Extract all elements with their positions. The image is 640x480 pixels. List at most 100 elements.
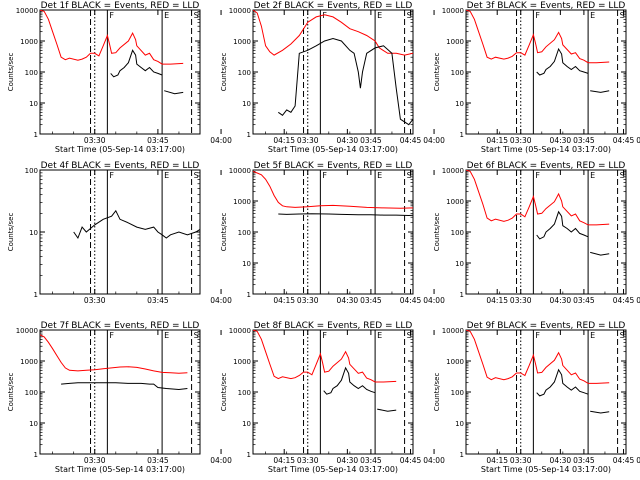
x-tick-label: 04:15 xyxy=(273,296,295,305)
y-axis-label: Counts/sec xyxy=(7,213,15,252)
x-axis-label: Start Time (05-Sep-14 03:17:00) xyxy=(481,145,611,154)
time-marker-label: E xyxy=(164,11,169,20)
y-tick-label: 10000 xyxy=(442,327,464,335)
time-marker-label: S xyxy=(194,331,199,340)
y-tick-label: 100 xyxy=(238,389,251,397)
x-tick-label: 04:15 xyxy=(486,136,508,145)
lld-series-line xyxy=(40,334,188,374)
events-series-line xyxy=(61,382,188,391)
y-tick-label: 1 xyxy=(460,131,464,139)
y-axis-label: Counts/sec xyxy=(7,373,15,412)
events-series-line xyxy=(536,47,589,76)
events-series-line xyxy=(536,368,589,397)
time-marker-label: S xyxy=(407,171,412,180)
panel-7: Det 7f BLACK = Events, RED = LLD11010010… xyxy=(7,321,422,474)
x-tick-label: 03:45 xyxy=(573,296,595,305)
time-marker-label: F xyxy=(322,171,327,180)
panel-1: Det 1f BLACK = Events, RED = LLD11010010… xyxy=(7,1,422,154)
y-tick-label: 1 xyxy=(34,451,38,459)
plot-frame xyxy=(465,9,627,135)
events-series-line xyxy=(590,410,610,414)
time-marker-label: F xyxy=(109,331,114,340)
plot-frame xyxy=(39,169,201,295)
y-tick-label: 10000 xyxy=(16,327,38,335)
x-tick-label: 03:30 xyxy=(510,296,532,305)
lld-series-line xyxy=(466,170,610,226)
y-tick-label: 10 xyxy=(455,420,464,428)
time-marker-label: S xyxy=(194,11,199,20)
y-tick-label: 1 xyxy=(34,291,38,299)
x-tick-label: 03:30 xyxy=(510,136,532,145)
panel-title: Det 6f BLACK = Events, RED = LLD xyxy=(467,161,626,171)
lld-series-line xyxy=(253,170,413,209)
events-series-line xyxy=(536,210,589,240)
y-axis-label: Counts/sec xyxy=(220,213,228,252)
lld-series-line xyxy=(40,10,184,65)
y-tick-label: 10 xyxy=(29,229,38,237)
events-series-line xyxy=(73,209,200,240)
x-tick-label: 04:30 xyxy=(337,136,359,145)
time-marker-label: E xyxy=(590,171,595,180)
x-axis-label: Start Time (05-Sep-14 03:17:00) xyxy=(481,465,611,474)
events-series-line xyxy=(110,49,163,78)
y-tick-label: 10 xyxy=(29,100,38,108)
x-tick-label: 04:30 xyxy=(337,296,359,305)
x-tick-label: 04:00 xyxy=(636,296,640,305)
y-tick-label: 1 xyxy=(247,451,251,459)
y-axis-label: Counts/sec xyxy=(433,373,441,412)
x-tick-label: 04:00 xyxy=(210,456,232,465)
time-marker-label: F xyxy=(535,11,540,20)
time-marker-label: E xyxy=(377,331,382,340)
y-axis-label: Counts/sec xyxy=(433,53,441,92)
x-tick-label: 04:30 xyxy=(550,136,572,145)
x-tick-label: 04:00 xyxy=(423,296,445,305)
events-series-line xyxy=(590,251,610,256)
panel-title: Det 4f BLACK = Events, RED = LLD xyxy=(41,161,200,171)
x-tick-label: 04:45 xyxy=(400,136,422,145)
panel-title: Det 1f BLACK = Events, RED = LLD xyxy=(41,1,200,11)
panel-title: Det 5f BLACK = Events, RED = LLD xyxy=(254,161,413,171)
x-tick-label: 03:30 xyxy=(297,296,319,305)
time-marker-label: S xyxy=(194,171,199,180)
time-marker-label: E xyxy=(164,331,169,340)
x-tick-label: 04:00 xyxy=(210,136,232,145)
y-tick-label: 10000 xyxy=(16,7,38,15)
x-tick-label: 04:45 xyxy=(400,296,422,305)
x-tick-label: 04:45 xyxy=(400,456,422,465)
time-marker-label: F xyxy=(322,11,327,20)
y-tick-label: 10 xyxy=(242,420,251,428)
x-tick-label: 03:45 xyxy=(147,456,169,465)
y-tick-label: 1000 xyxy=(233,38,251,46)
x-tick-label: 04:45 xyxy=(613,296,635,305)
x-axis-label: Start Time (05-Sep-14 03:17:00) xyxy=(55,145,185,154)
y-tick-label: 10 xyxy=(455,260,464,268)
y-tick-label: 100 xyxy=(25,167,38,175)
plot-frame xyxy=(252,9,414,135)
y-axis-label: Counts/sec xyxy=(433,213,441,252)
x-tick-label: 04:00 xyxy=(636,456,640,465)
y-tick-label: 1000 xyxy=(446,198,464,206)
y-tick-label: 10 xyxy=(455,100,464,108)
time-marker-label: E xyxy=(377,171,382,180)
x-tick-label: 04:45 xyxy=(613,136,635,145)
panel-5: Det 5f BLACK = Events, RED = LLD11010010… xyxy=(220,161,635,305)
x-axis-label: Start Time (05-Sep-14 03:17:00) xyxy=(268,465,398,474)
plot-frame xyxy=(465,329,627,455)
y-tick-label: 10 xyxy=(242,260,251,268)
x-tick-label: 04:30 xyxy=(550,456,572,465)
y-tick-label: 10000 xyxy=(442,167,464,175)
y-tick-label: 1 xyxy=(247,131,251,139)
y-tick-label: 1 xyxy=(34,131,38,139)
x-tick-label: 03:30 xyxy=(84,296,106,305)
plot-frame xyxy=(39,9,201,135)
x-tick-label: 03:45 xyxy=(360,136,382,145)
x-tick-label: 03:45 xyxy=(360,456,382,465)
y-tick-label: 10000 xyxy=(229,167,251,175)
events-series-line xyxy=(377,408,397,412)
time-marker-label: E xyxy=(164,171,169,180)
x-tick-label: 03:30 xyxy=(84,456,106,465)
panel-title: Det 8f BLACK = Events, RED = LLD xyxy=(254,321,413,331)
events-series-line xyxy=(278,37,413,126)
plot-frame xyxy=(252,329,414,455)
y-tick-label: 100 xyxy=(451,389,464,397)
